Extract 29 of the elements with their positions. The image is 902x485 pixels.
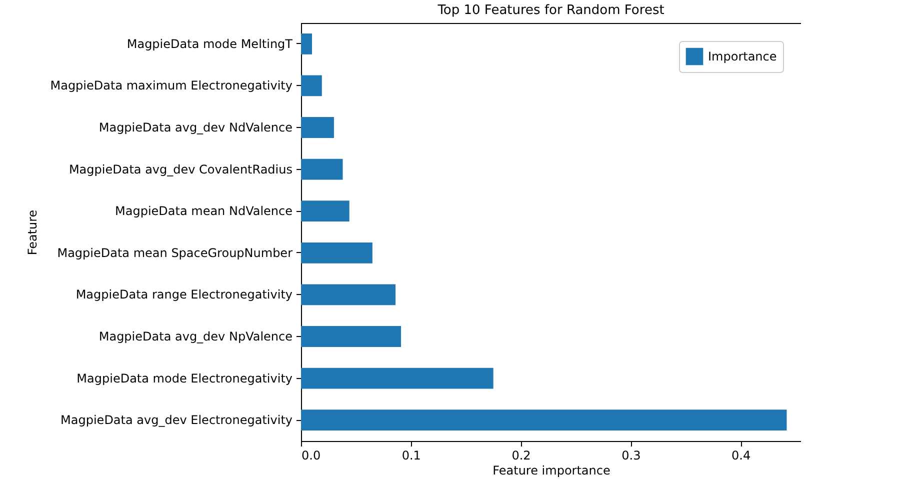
y-tick-label: MagpieData mean SpaceGroupNumber [57,246,293,260]
y-tick-label: MagpieData mean NdValence [115,204,292,218]
y-tick-label: MagpieData avg_dev Electronegativity [60,413,292,428]
y-tick-label: MagpieData mode Electronegativity [76,371,292,386]
x-tick-label: 0.2 [512,448,531,462]
bar [301,284,396,306]
y-tick-label: MagpieData maximum Electronegativity [50,78,292,93]
bar [301,326,401,347]
y-tick-label: MagpieData avg_dev NpValence [98,330,292,344]
x-tick-label: 0.4 [732,448,751,462]
y-tick-label: MagpieData range Electronegativity [76,288,292,302]
legend-label: Importance [708,50,777,64]
y-tick-label: MagpieData avg_dev NdValence [98,120,292,134]
x-tick-label: 0.0 [302,448,321,462]
y-tick-label: MagpieData avg_dev CovalentRadius [68,162,292,176]
x-tick-label: 0.3 [622,448,641,462]
bar [301,200,350,222]
bar [301,158,343,180]
bar [301,242,372,264]
chart-title: Top 10 Features for Random Forest [436,3,664,18]
bar [301,368,494,389]
bar [301,410,787,431]
x-tick-label: 0.1 [402,448,421,462]
y-tick-label: MagpieData mode MeltingT [126,36,294,51]
bar [301,33,312,54]
x-axis-title: Feature importance [492,464,610,478]
bar [301,75,322,96]
bar [301,117,334,138]
y-axis-title: Feature [26,210,40,256]
